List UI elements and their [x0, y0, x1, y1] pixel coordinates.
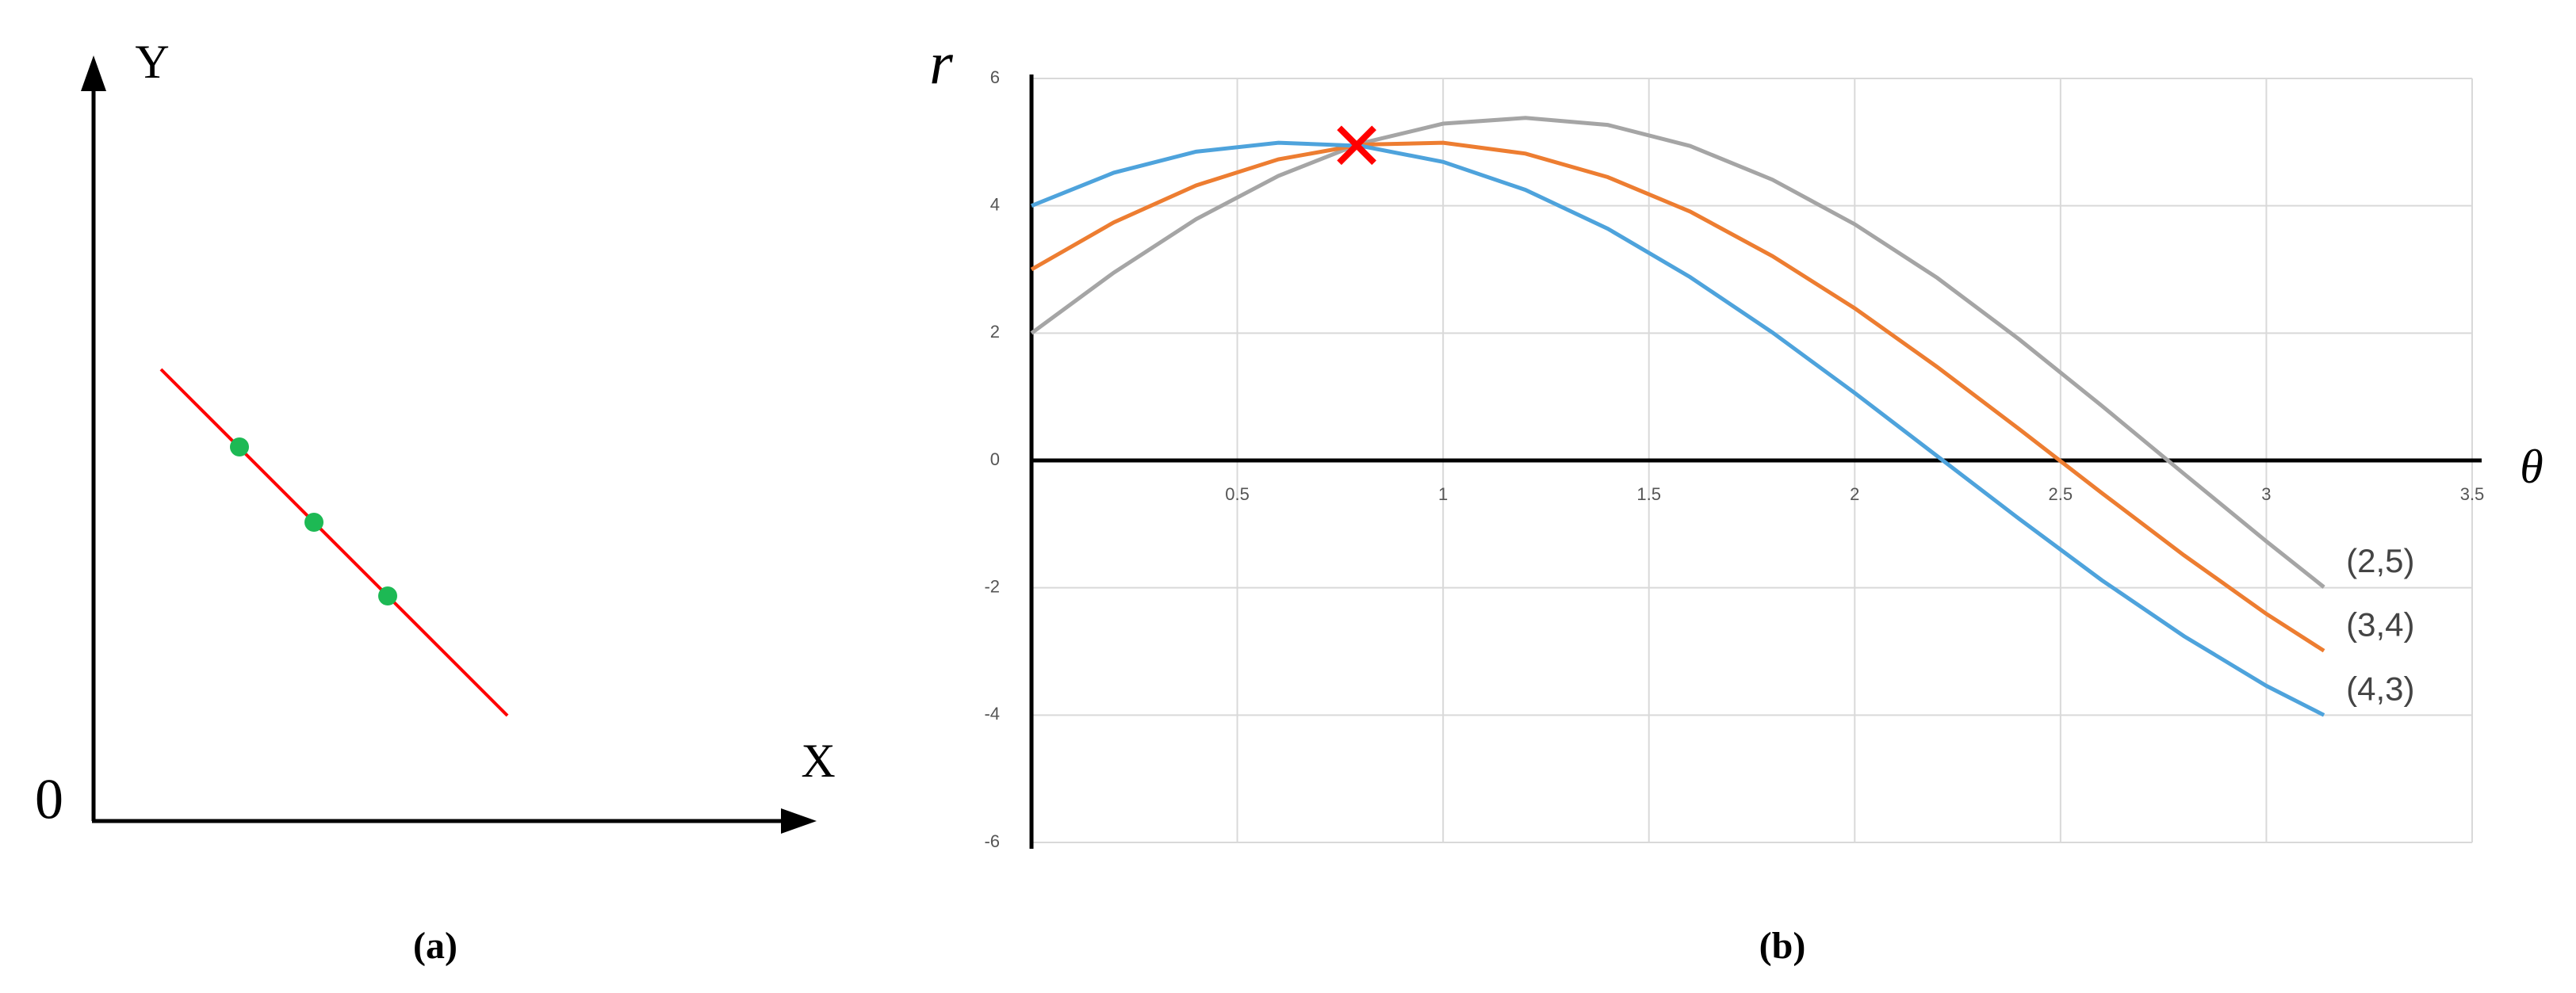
- y-axis-label: r: [929, 30, 953, 97]
- y-arrowhead: [81, 55, 106, 91]
- series-line: [1031, 140, 2325, 717]
- point: [304, 513, 323, 532]
- y-tick-label: -4: [984, 704, 1000, 724]
- red-line: [159, 368, 509, 717]
- y-tick-label: 6: [990, 67, 1000, 87]
- x-tick-label: 3: [2261, 484, 2271, 504]
- y-tick-label: 2: [990, 322, 1000, 342]
- x-tick-label: 1: [1438, 484, 1448, 504]
- x-tick-label: 0.5: [1225, 484, 1250, 504]
- x-axis-label: θ: [2520, 441, 2543, 493]
- y-tick-label: 0: [990, 449, 1000, 469]
- series-label: (2,5): [2346, 542, 2414, 579]
- x-arrowhead: [781, 808, 817, 834]
- marker: [1337, 125, 1376, 166]
- caption: (b): [1759, 925, 1806, 967]
- x-tick-label: 2: [1850, 484, 1859, 504]
- series-label: (3,4): [2346, 605, 2414, 643]
- x-tick-label: 3.5: [2460, 484, 2485, 504]
- y-tick-label: -6: [984, 831, 1000, 851]
- x-tick-label: 2.5: [2049, 484, 2073, 504]
- y-tick-label: 4: [990, 194, 1000, 214]
- y-tick-label: -2: [984, 576, 1000, 596]
- series-label: (4,3): [2346, 670, 2414, 707]
- caption: (a): [413, 925, 457, 967]
- point: [378, 586, 397, 605]
- series-line: [1030, 116, 2325, 589]
- point: [230, 437, 249, 456]
- series-line: [1030, 140, 2325, 653]
- diagram-y-label: Y: [135, 36, 169, 88]
- diagram-x-label: X: [801, 735, 835, 787]
- x-tick-label: 1.5: [1636, 484, 1661, 504]
- diagram-origin-label: 0: [35, 768, 63, 831]
